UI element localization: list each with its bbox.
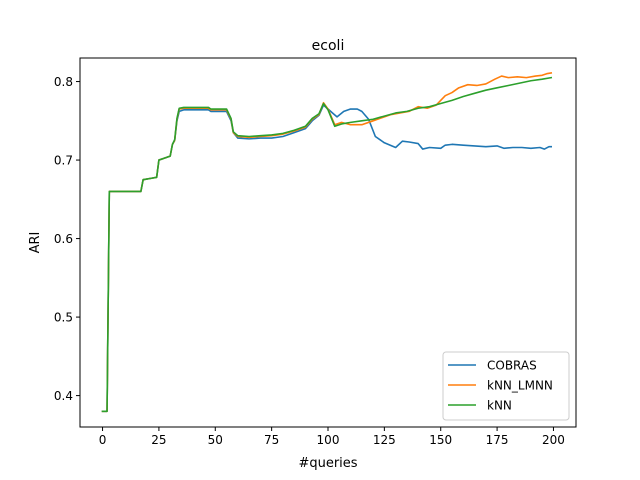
series-line-knn <box>101 76 553 413</box>
y-axis-label: ARI <box>28 232 43 254</box>
y-axis: 0.4 0.5 0.6 0.7 0.8 <box>54 75 80 403</box>
y-tick-label: 0.7 <box>54 154 73 168</box>
x-tick-label: 150 <box>429 433 452 447</box>
x-tick-label: 25 <box>151 433 166 447</box>
y-tick-label: 0.5 <box>54 311 73 325</box>
x-tick-label: 75 <box>264 433 279 447</box>
x-tick-label: 100 <box>317 433 340 447</box>
legend-label-knn: kNN <box>487 399 512 413</box>
x-axis-label: #queries <box>298 456 357 471</box>
legend-label-knn-lmnn: kNN_LMNN <box>487 379 553 393</box>
plot-area <box>79 57 577 428</box>
x-tick-label: 50 <box>208 433 223 447</box>
legend-box <box>442 351 570 421</box>
x-tick-label: 200 <box>542 433 565 447</box>
x-tick-label: 125 <box>373 433 396 447</box>
x-tick-label: 0 <box>99 433 107 447</box>
legend-entries: COBRAS kNN_LMNN kNN <box>448 359 553 413</box>
legend: COBRAS kNN_LMNN kNN <box>442 351 570 421</box>
y-tick-label: 0.8 <box>54 75 73 89</box>
legend-label-cobras: COBRAS <box>487 359 537 373</box>
y-tick-label: 0.4 <box>54 389 73 403</box>
y-tick-label: 0.6 <box>54 232 73 246</box>
chart-title: ecoli <box>312 38 345 54</box>
x-axis: 0 25 50 75 100 125 150 175 200 <box>99 427 565 447</box>
x-tick-label: 175 <box>486 433 509 447</box>
series-layer <box>101 71 553 413</box>
